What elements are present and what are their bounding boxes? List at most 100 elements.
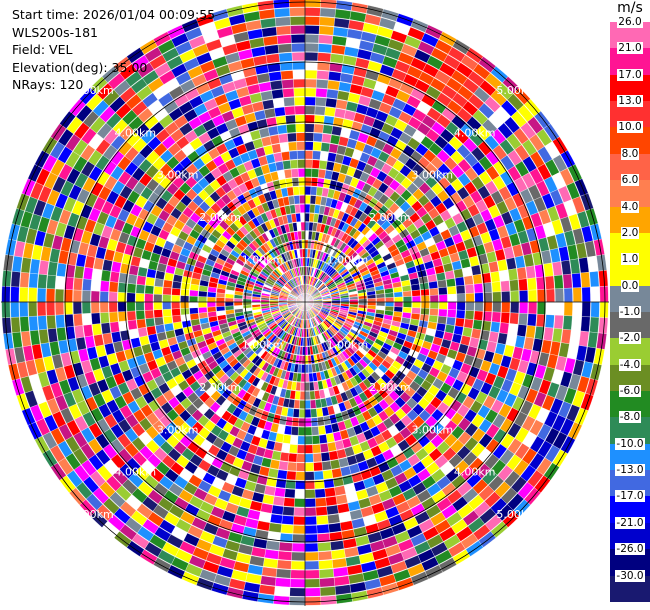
range-ring-label: 2.00km bbox=[199, 381, 241, 394]
range-gate bbox=[394, 296, 403, 303]
range-gate bbox=[331, 35, 348, 47]
range-gate bbox=[299, 391, 306, 400]
range-gate bbox=[318, 160, 328, 170]
range-gate bbox=[216, 301, 225, 307]
range-gate bbox=[563, 287, 573, 303]
range-gate bbox=[456, 285, 466, 295]
range-gate bbox=[587, 255, 599, 273]
range-gate bbox=[490, 321, 501, 333]
range-gate bbox=[126, 301, 136, 312]
range-gate bbox=[304, 25, 320, 35]
range-gate bbox=[144, 285, 154, 295]
range-gate bbox=[267, 125, 279, 137]
range-gate bbox=[342, 55, 358, 67]
range-gate bbox=[289, 444, 298, 454]
range-gate bbox=[385, 301, 394, 307]
range-gate bbox=[304, 52, 319, 62]
range-gate bbox=[525, 265, 536, 279]
range-gate bbox=[527, 277, 537, 291]
range-gate bbox=[19, 286, 29, 303]
range-gate bbox=[470, 264, 482, 276]
range-gate bbox=[297, 168, 306, 178]
range-gate bbox=[224, 301, 234, 307]
range-ring-label: 3.00km bbox=[411, 423, 453, 436]
range-gate bbox=[47, 261, 58, 276]
range-gate bbox=[528, 301, 538, 315]
range-gate bbox=[376, 297, 386, 303]
range-gate bbox=[319, 586, 336, 597]
range-gate bbox=[578, 257, 590, 274]
range-gate bbox=[288, 195, 295, 206]
range-gate bbox=[292, 69, 306, 79]
range-gate bbox=[300, 373, 306, 383]
range-gate bbox=[126, 283, 137, 294]
range-gate bbox=[289, 7, 306, 17]
range-gate bbox=[283, 97, 295, 107]
range-gate bbox=[258, 511, 272, 523]
range-gate bbox=[265, 540, 280, 551]
range-gate bbox=[233, 301, 243, 306]
range-gate bbox=[83, 266, 94, 280]
range-gate bbox=[46, 301, 56, 316]
range-gate bbox=[473, 310, 484, 321]
range-gate bbox=[20, 330, 32, 347]
range-gate bbox=[464, 284, 475, 294]
range-gate bbox=[300, 382, 306, 391]
range-gate bbox=[136, 275, 147, 286]
colorbar-tick-label: -2.0 bbox=[618, 332, 642, 345]
range-gate bbox=[454, 317, 465, 328]
range-gate bbox=[456, 293, 466, 303]
range-gate bbox=[411, 289, 421, 297]
range-gate bbox=[280, 524, 294, 534]
range-gate bbox=[319, 577, 336, 588]
range-gate bbox=[262, 557, 279, 569]
range-gate bbox=[505, 257, 517, 271]
range-gate bbox=[216, 297, 225, 303]
range-gate bbox=[589, 316, 600, 333]
range-gate bbox=[304, 587, 321, 597]
range-gate bbox=[198, 312, 209, 319]
range-gate bbox=[282, 506, 295, 516]
range-gate bbox=[264, 485, 276, 496]
range-gate bbox=[304, 408, 312, 418]
range-gate bbox=[324, 106, 336, 117]
range-gate bbox=[109, 311, 119, 323]
range-ring-label: 1.00km bbox=[242, 254, 284, 267]
range-gate bbox=[345, 491, 359, 503]
range-gate bbox=[342, 474, 354, 486]
range-gate bbox=[494, 248, 506, 262]
range-gate bbox=[144, 301, 154, 311]
range-gate bbox=[447, 301, 457, 311]
range-gate bbox=[326, 504, 339, 515]
range-gate bbox=[282, 88, 295, 98]
range-gate bbox=[477, 253, 489, 265]
range-gate bbox=[304, 400, 311, 409]
range-gate bbox=[258, 127, 270, 139]
range-gate bbox=[429, 308, 439, 317]
range-gate bbox=[299, 204, 306, 213]
range-gate bbox=[309, 381, 315, 391]
range-gate bbox=[304, 105, 316, 115]
range-gate bbox=[251, 101, 265, 113]
range-gate bbox=[37, 273, 48, 289]
colorbar-tick-label: -4.0 bbox=[618, 358, 642, 371]
range-gate bbox=[314, 106, 326, 116]
range-gate bbox=[545, 301, 555, 316]
range-gate bbox=[321, 460, 332, 471]
range-gate bbox=[308, 372, 314, 382]
range-gate bbox=[330, 540, 345, 551]
range-gate bbox=[296, 222, 302, 232]
range-gate bbox=[331, 549, 346, 560]
range-gate bbox=[289, 435, 299, 445]
range-gate bbox=[309, 195, 317, 205]
range-gate bbox=[260, 575, 277, 587]
range-gate bbox=[327, 441, 337, 452]
range-gate bbox=[252, 55, 268, 67]
range-gate bbox=[274, 106, 286, 117]
range-gate bbox=[317, 541, 332, 552]
range-gate bbox=[294, 489, 306, 499]
range-gate bbox=[10, 271, 21, 288]
range-gate bbox=[281, 151, 291, 161]
range-gate bbox=[144, 309, 154, 319]
range-gate bbox=[146, 325, 157, 336]
